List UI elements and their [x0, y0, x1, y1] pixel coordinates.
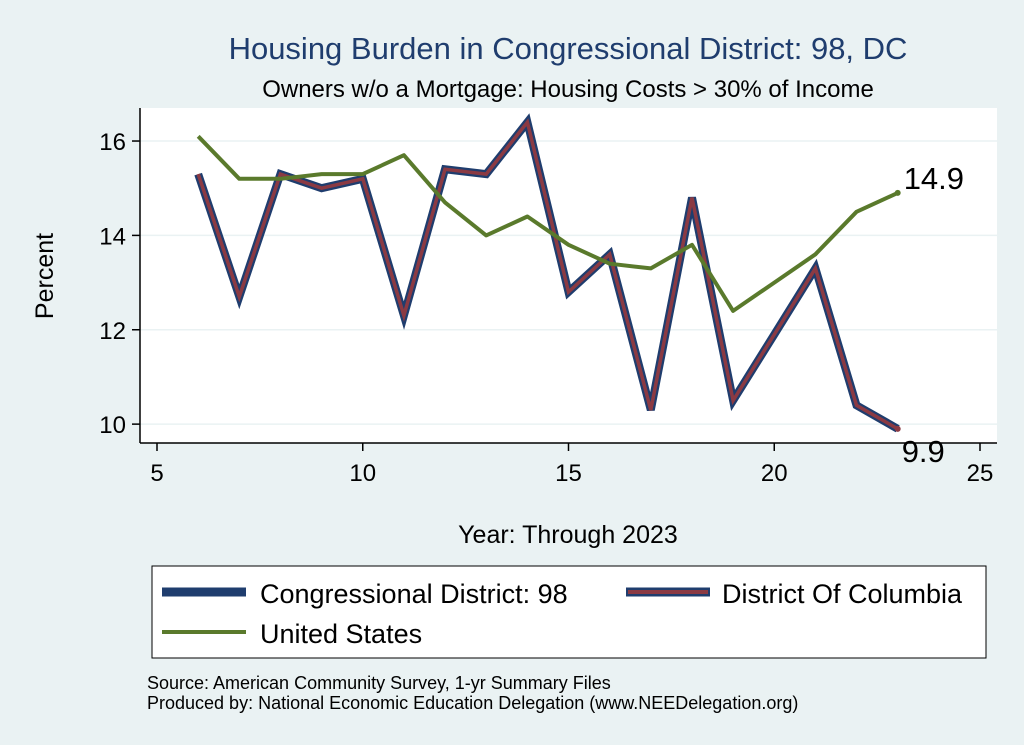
end-labels: 14.9 9.9: [894, 161, 964, 469]
y-tick-label-16: 16: [99, 129, 126, 156]
series-lines: [194, 113, 900, 433]
x-tick-label-15: 15: [555, 460, 582, 487]
x-tick-label-5: 5: [150, 460, 163, 487]
y-tick-label-10: 10: [99, 412, 126, 439]
axes: 10 12 14 16 5 10 15 20 25: [99, 108, 997, 487]
x-axis-title: Year: Through 2023: [458, 521, 678, 549]
legend: Congressional District: 98 District Of C…: [151, 565, 987, 659]
source-line-1: Source: American Community Survey, 1-yr …: [147, 673, 611, 693]
series-line-united-states: [196, 134, 899, 313]
end-label-district-of-columbia: 9.9: [902, 434, 945, 469]
legend-label-congressional-district: Congressional District: 98: [260, 579, 568, 609]
end-point-united-states: [894, 189, 901, 196]
x-tick-label-10: 10: [349, 460, 376, 487]
grid-lines: [140, 140, 997, 425]
y-tick-label-14: 14: [99, 223, 126, 250]
legend-label-district-of-columbia: District Of Columbia: [722, 579, 963, 609]
y-tick-label-12: 12: [99, 318, 126, 345]
series-line-district-of-columbia: [196, 118, 899, 431]
source-line-2: Produced by: National Economic Education…: [147, 693, 798, 713]
legend-box: [151, 565, 987, 659]
y-axis-title: Percent: [31, 233, 59, 319]
end-point-district-of-columbia: [894, 425, 901, 432]
legend-label-united-states: United States: [260, 619, 422, 649]
chart-subtitle: Owners w/o a Mortgage: Housing Costs > 3…: [262, 76, 874, 103]
x-tick-label-25: 25: [967, 460, 994, 487]
x-tick-label-20: 20: [761, 460, 788, 487]
chart-title: Housing Burden in Congressional District…: [229, 31, 908, 66]
end-label-united-states: 14.9: [904, 161, 964, 196]
